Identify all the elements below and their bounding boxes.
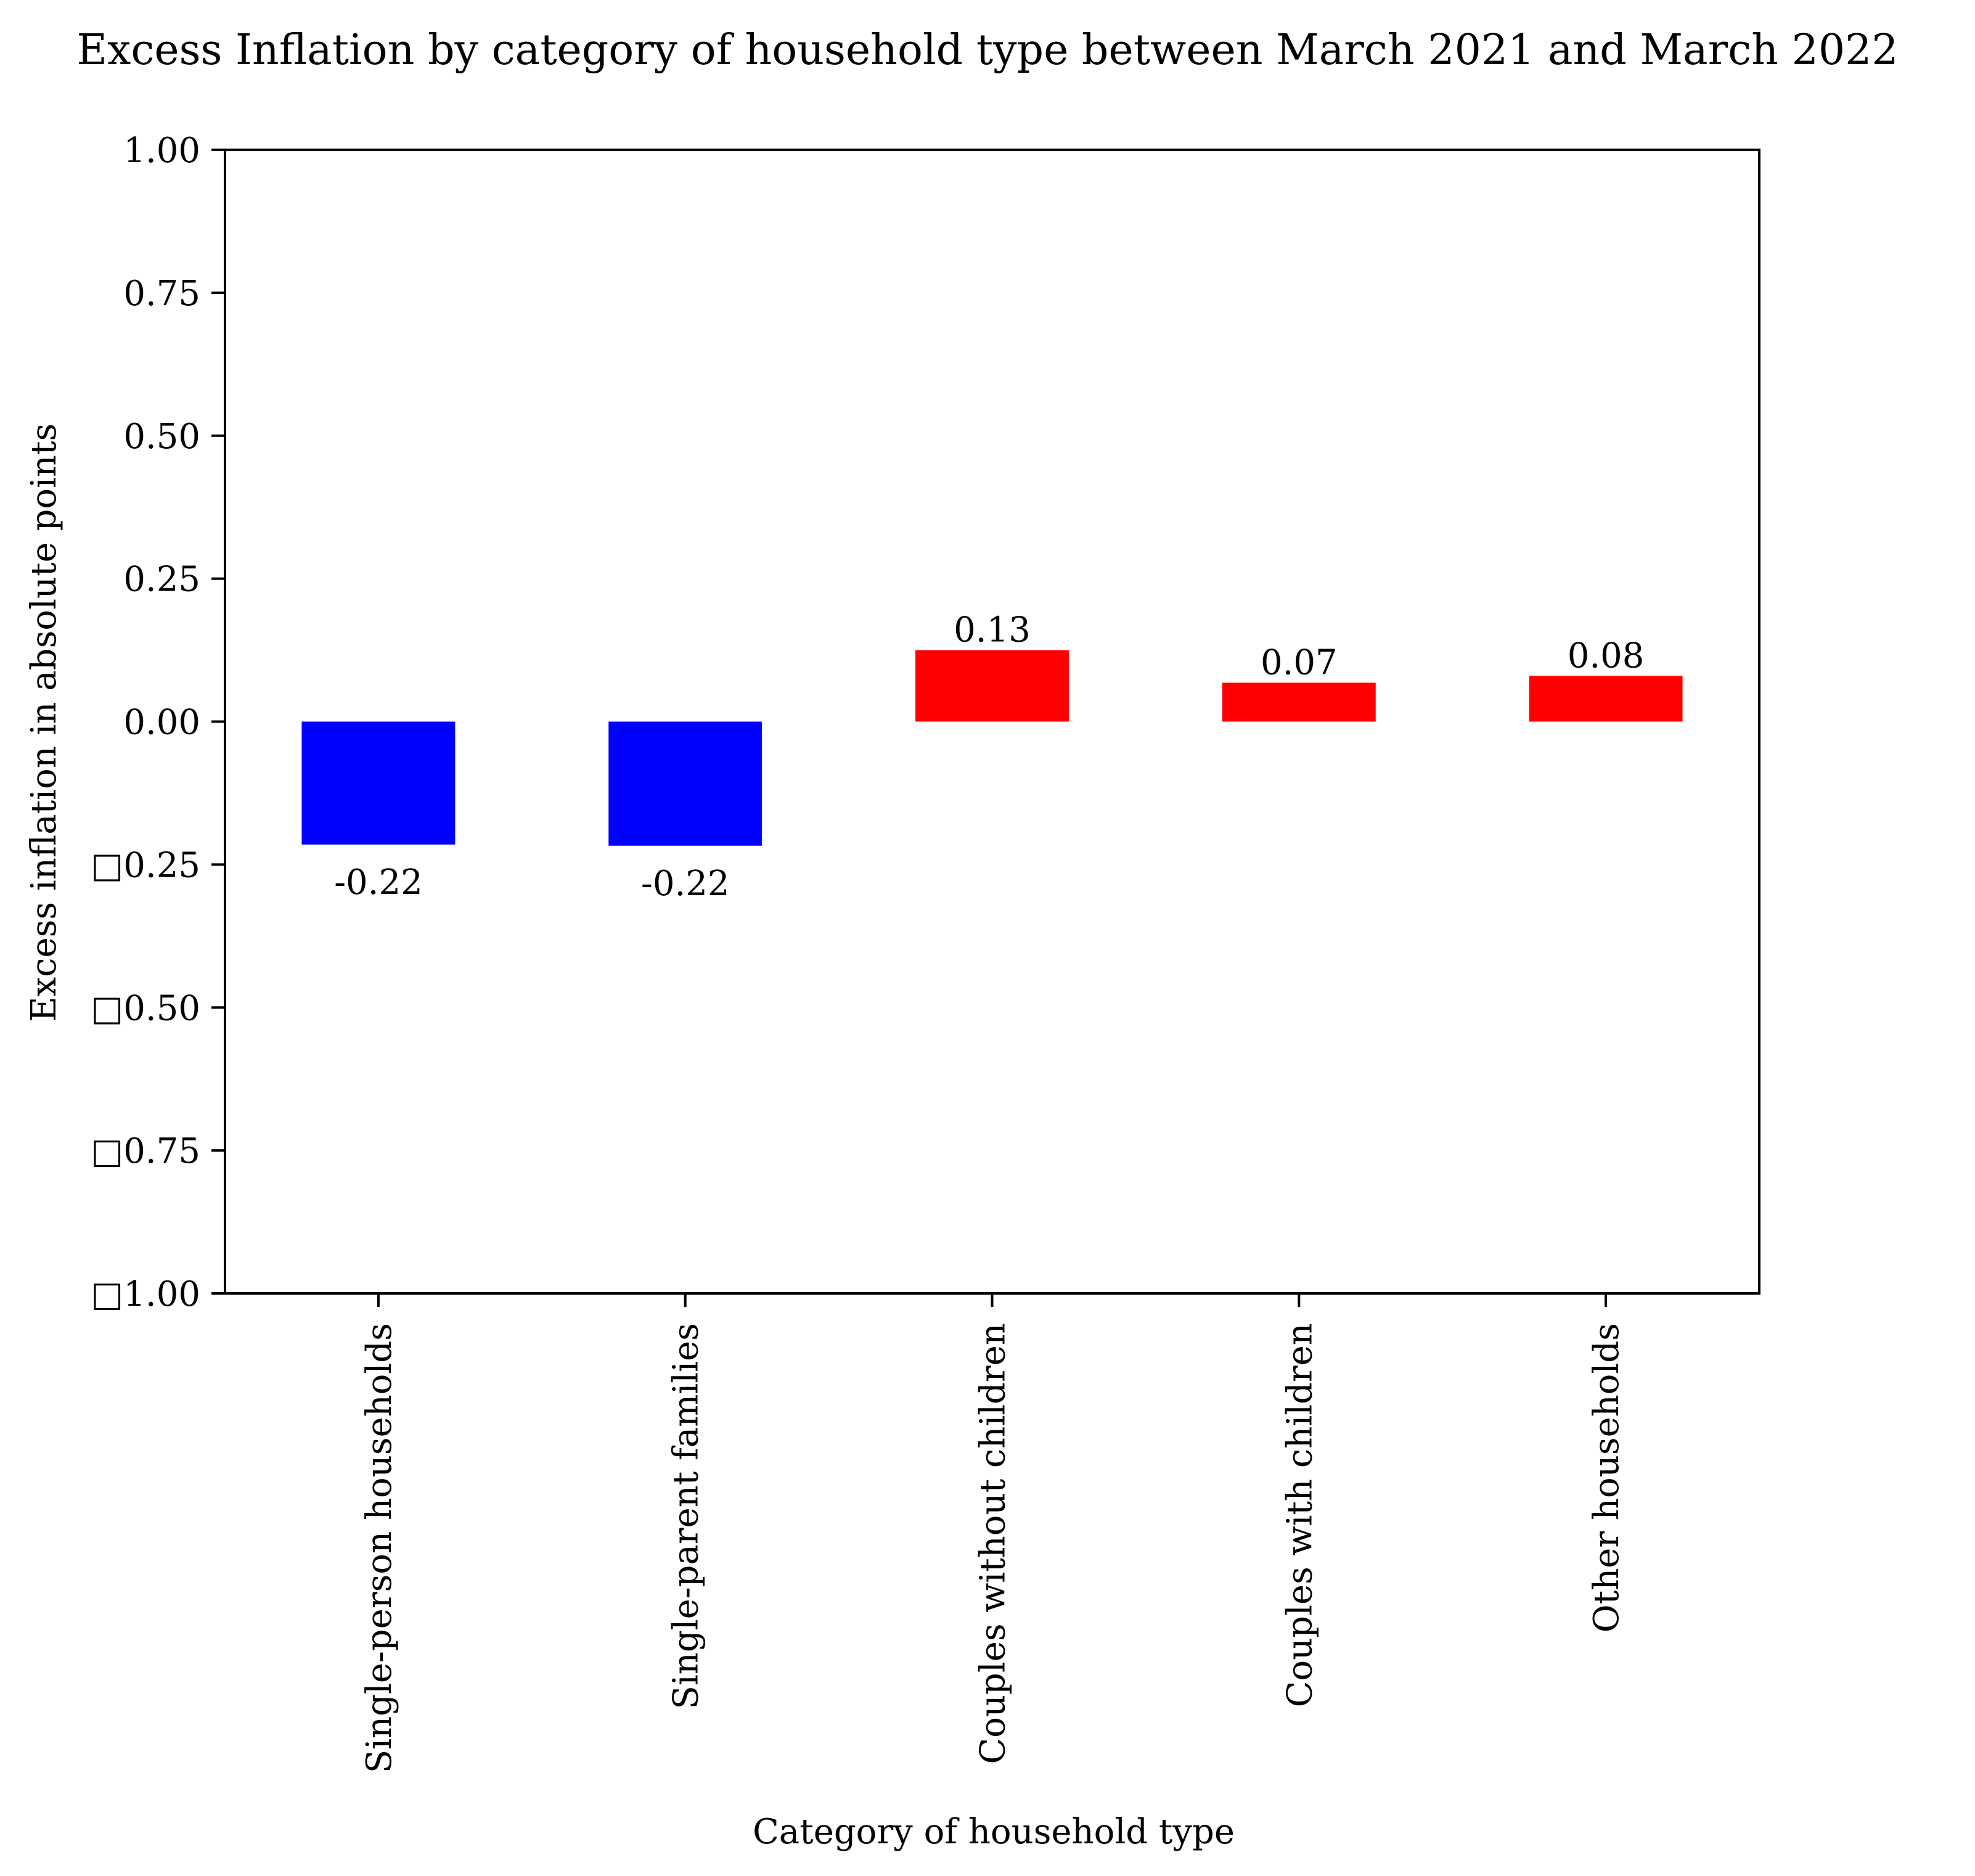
x-tick-label: Couples with children <box>1280 1323 1320 1707</box>
x-tick-label: Single-person households <box>359 1323 399 1773</box>
bar <box>608 721 763 846</box>
y-tick-label: 1.00 <box>123 131 200 171</box>
y-tick-label: 0.25 <box>123 560 200 600</box>
x-tick-label: Other households <box>1587 1323 1627 1632</box>
y-tick-label: 0.75 <box>123 274 200 314</box>
bar-value-label: -0.22 <box>334 862 423 903</box>
y-tick-label: □0.75 <box>91 1131 200 1171</box>
x-tick-label: Couples without children <box>973 1323 1013 1764</box>
bar <box>1222 682 1376 722</box>
bar-value-label: -0.22 <box>641 864 730 904</box>
y-tick-label: □1.00 <box>91 1274 200 1314</box>
y-tick-label: □0.50 <box>91 988 200 1028</box>
bar-value-label: 0.08 <box>1568 636 1645 676</box>
bar <box>915 650 1069 722</box>
bar <box>301 721 456 845</box>
bar-value-label: 0.13 <box>954 610 1031 650</box>
plot-frame <box>224 149 1760 1295</box>
chart-title: Excess Inflation by category of househol… <box>76 26 1898 75</box>
x-tick-label: Single-parent families <box>666 1323 706 1710</box>
y-tick-label: □0.25 <box>91 845 200 885</box>
bar-value-label: 0.07 <box>1261 642 1338 682</box>
y-tick-label: 0.00 <box>123 703 200 743</box>
bar <box>1529 676 1683 722</box>
x-axis-label: Category of household type <box>753 1812 1235 1852</box>
y-axis-label: Excess inflation in absolute points <box>24 424 64 1022</box>
y-tick-label: 0.50 <box>123 417 200 457</box>
